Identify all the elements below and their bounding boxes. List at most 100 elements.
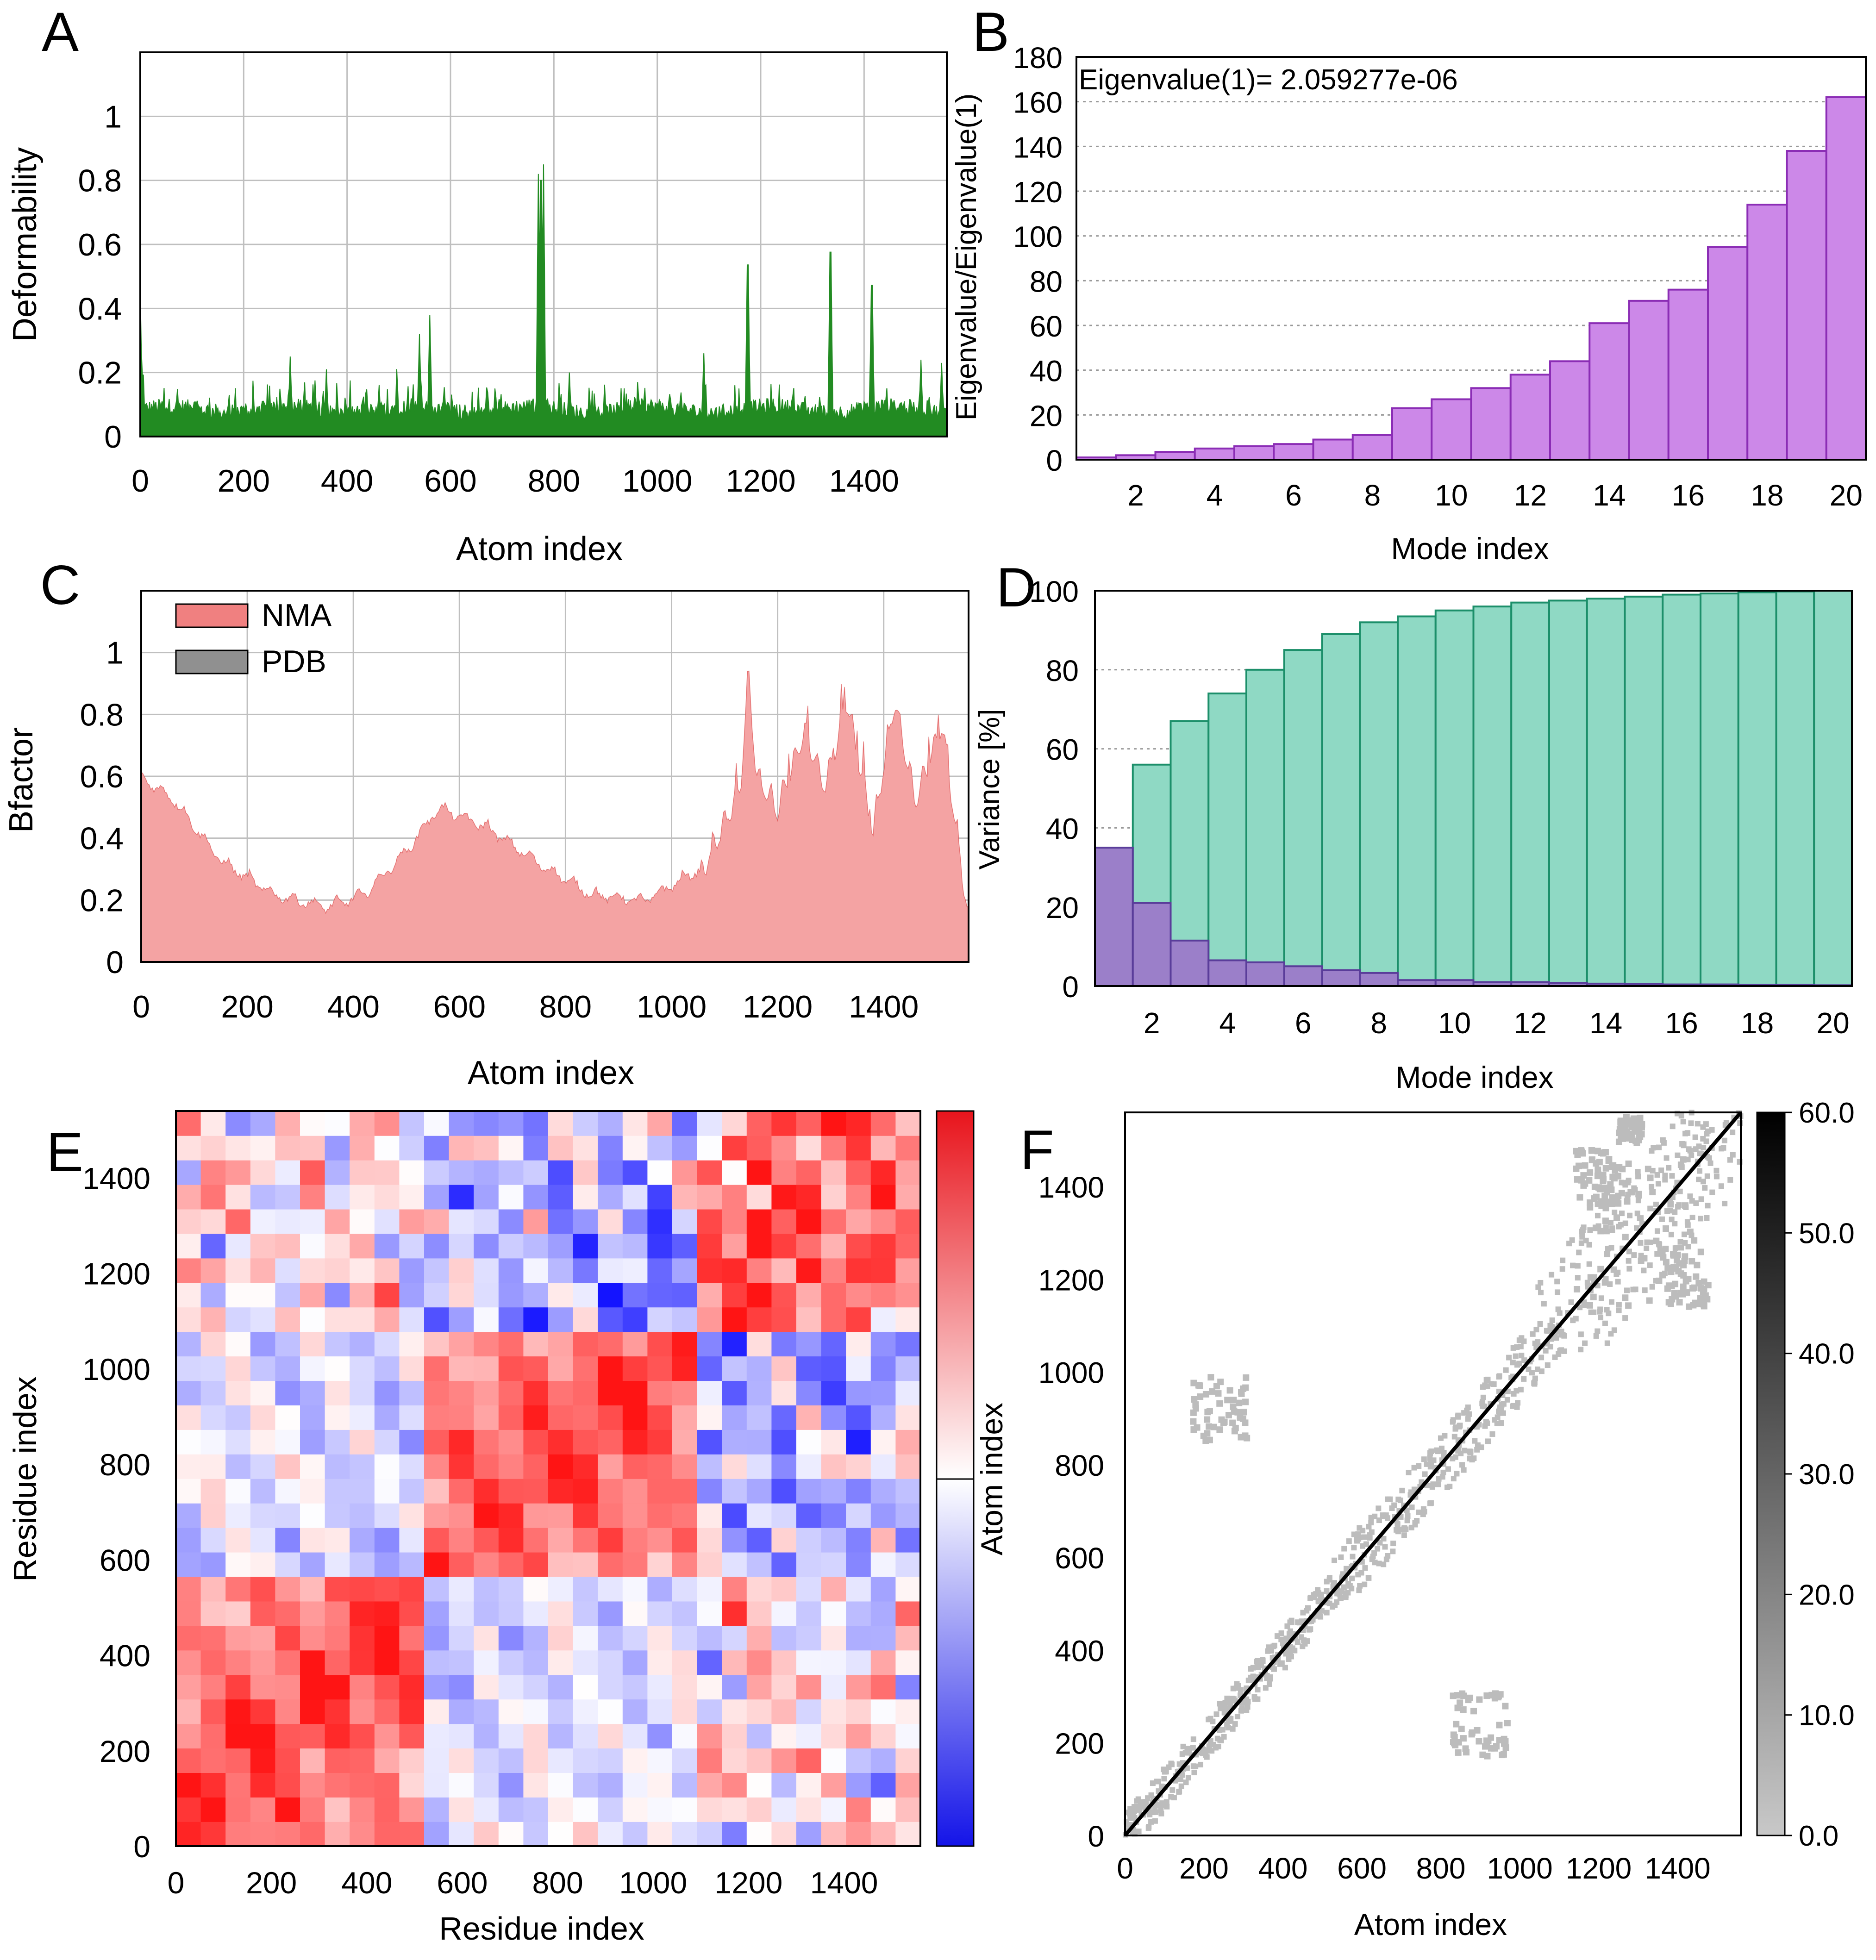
- heatmap-cell: [498, 1160, 524, 1185]
- heatmap-cell: [771, 1723, 797, 1749]
- heatmap-cell: [374, 1184, 400, 1210]
- x-axis-label: Residue index: [439, 1910, 644, 1947]
- plot-frame: [1094, 590, 1853, 987]
- heatmap-cell: [771, 1111, 797, 1136]
- heatmap-cell: [598, 1331, 623, 1357]
- heatmap-cell: [225, 1111, 251, 1136]
- colorbar-tick-label: 30.0: [1799, 1459, 1855, 1491]
- heatmap-cell: [523, 1601, 549, 1626]
- heatmap-cell: [225, 1552, 251, 1577]
- contact-point: [1532, 1375, 1538, 1381]
- heatmap-cell: [647, 1135, 673, 1161]
- contact-point: [1455, 1414, 1461, 1420]
- heatmap-cell: [647, 1209, 673, 1234]
- heatmap-cell: [399, 1233, 425, 1259]
- contact-point: [1619, 1211, 1625, 1217]
- heatmap-cell: [250, 1282, 276, 1308]
- heatmap-cell: [424, 1576, 450, 1602]
- heatmap-cell: [399, 1503, 425, 1528]
- heatmap-cell: [350, 1674, 375, 1700]
- contact-point: [1234, 1714, 1240, 1720]
- heatmap-cell: [449, 1797, 474, 1822]
- cumulative-variance-bar: [1434, 609, 1475, 987]
- heatmap-cell: [498, 1797, 524, 1822]
- contact-point: [1626, 1258, 1632, 1264]
- heatmap-cell: [573, 1111, 598, 1136]
- heatmap-cell: [399, 1331, 425, 1357]
- eigenvalue-bar: [1549, 360, 1591, 461]
- heatmap-cell: [300, 1552, 325, 1577]
- x-tick-label: 600: [437, 1866, 488, 1900]
- heatmap-cell: [697, 1601, 722, 1626]
- contact-cluster-point: [1682, 1202, 1688, 1209]
- heatmap-cell: [796, 1209, 822, 1234]
- heatmap-cell: [548, 1822, 574, 1847]
- contact-point: [1470, 1456, 1476, 1462]
- heatmap-cell: [548, 1650, 574, 1675]
- heatmap-cell: [846, 1552, 871, 1577]
- contact-point: [1385, 1553, 1391, 1559]
- contact-point: [1581, 1302, 1587, 1308]
- contact-cluster-point: [1463, 1749, 1470, 1756]
- contact-cluster-point: [1662, 1245, 1669, 1252]
- heatmap-cell: [225, 1233, 251, 1259]
- heatmap-cell: [176, 1479, 201, 1504]
- heatmap-cell: [846, 1797, 871, 1822]
- heatmap-cell: [176, 1625, 201, 1651]
- heatmap-cell: [771, 1380, 797, 1405]
- contact-cluster-point: [1229, 1419, 1236, 1426]
- contact-point: [1307, 1626, 1313, 1632]
- heatmap-cell: [573, 1135, 598, 1161]
- contact-point: [1441, 1450, 1447, 1456]
- contact-point: [1669, 1217, 1675, 1223]
- contact-point: [1693, 1146, 1699, 1152]
- heatmap-cell: [350, 1405, 375, 1430]
- y-tick-label: 0.6: [78, 227, 122, 262]
- heatmap-cell: [374, 1503, 400, 1528]
- heatmap-cell: [350, 1380, 375, 1405]
- contact-cluster-point: [1683, 1289, 1690, 1296]
- contact-point: [1197, 1761, 1203, 1767]
- cumulative-variance-bar: [1510, 601, 1550, 987]
- y-tick-label: 1200: [82, 1257, 150, 1291]
- eigenvalue-bar: [1351, 434, 1393, 461]
- heatmap-cell: [325, 1479, 350, 1504]
- heatmap-cell: [176, 1331, 201, 1357]
- heatmap-cell: [374, 1797, 400, 1822]
- heatmap-cell: [424, 1454, 450, 1479]
- heatmap-cell: [573, 1380, 598, 1405]
- contact-point: [1703, 1121, 1709, 1127]
- contact-point: [1700, 1136, 1706, 1142]
- contact-point: [1381, 1561, 1387, 1567]
- heatmap-cell: [300, 1356, 325, 1381]
- heatmap-cell: [350, 1552, 375, 1577]
- contact-point: [1625, 1180, 1631, 1186]
- contact-point: [1136, 1829, 1142, 1835]
- heatmap-cell: [746, 1479, 772, 1504]
- contact-point: [1404, 1517, 1410, 1523]
- heatmap-cell: [374, 1773, 400, 1798]
- heatmap-cell: [821, 1552, 846, 1577]
- heatmap-cell: [275, 1797, 300, 1822]
- contact-cluster-point: [1202, 1437, 1209, 1444]
- heatmap-cell: [449, 1405, 474, 1430]
- heatmap-cell: [200, 1723, 226, 1749]
- heatmap-cell: [523, 1209, 549, 1234]
- contact-point: [1616, 1307, 1622, 1313]
- heatmap-cell: [300, 1258, 325, 1283]
- heatmap-cell: [672, 1405, 698, 1430]
- heatmap-cell: [399, 1380, 425, 1405]
- contact-point: [1361, 1534, 1367, 1540]
- panel-letter: D: [996, 556, 1037, 618]
- heatmap-cell: [325, 1209, 350, 1234]
- contact-point: [1445, 1466, 1451, 1472]
- heatmap-cell: [672, 1307, 698, 1332]
- heatmap-cell: [176, 1699, 201, 1724]
- y-tick-label: 200: [1055, 1727, 1104, 1760]
- heatmap-cell: [672, 1111, 698, 1136]
- contact-point: [1438, 1435, 1444, 1441]
- y-tick-label: 0: [1046, 444, 1063, 477]
- heatmap-cell: [647, 1773, 673, 1798]
- y-tick-label: 0: [1062, 970, 1079, 1004]
- contact-point: [1457, 1423, 1463, 1429]
